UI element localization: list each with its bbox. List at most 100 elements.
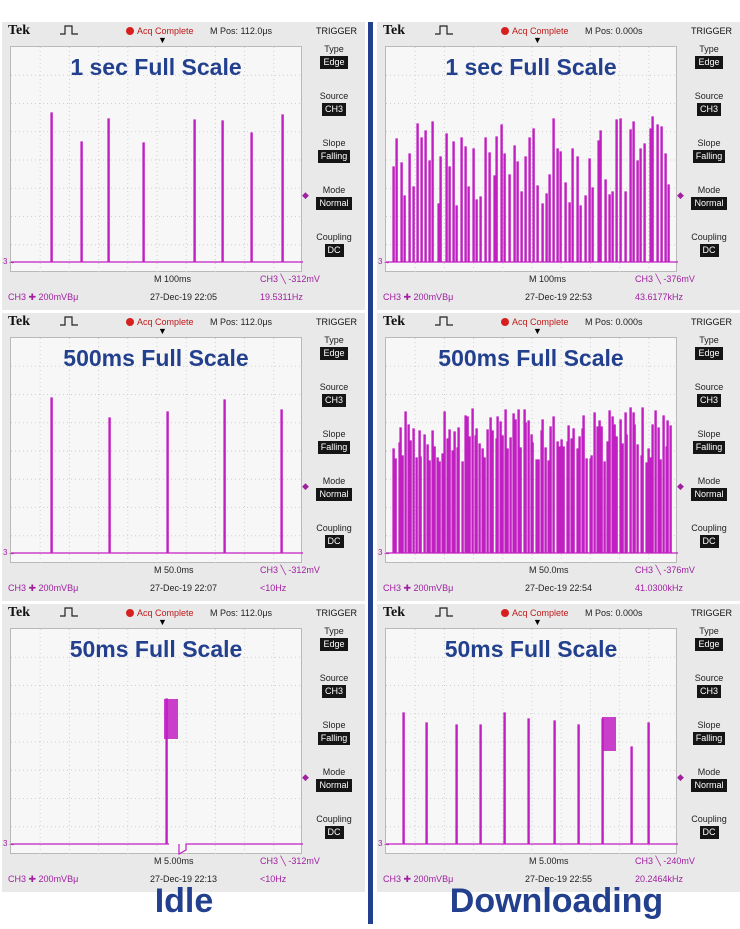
- trigger-menu-item-coupling[interactable]: Coupling DC: [683, 232, 735, 257]
- trigger-menu-item-type[interactable]: Type Edge: [308, 44, 360, 69]
- menu-item-value: Falling: [692, 150, 726, 163]
- trigger-menu-item-source[interactable]: Source CH3: [308, 673, 360, 698]
- channel-scale: CH3 ✚ 200mVΒμ: [383, 292, 454, 302]
- trigger-menu-item-coupling[interactable]: Coupling DC: [683, 814, 735, 839]
- timestamp: 27-Dec-19 22:55: [525, 874, 593, 884]
- trigger-level-icon: ◆: [302, 190, 309, 200]
- brand-logo: Tek: [383, 314, 406, 329]
- trigger-menu-item-mode[interactable]: Mode Normal: [308, 476, 360, 501]
- trigger-menu: Type Edge Source CH3 Slope Falling Mode Normal C…: [683, 626, 735, 858]
- brand-logo: Tek: [8, 314, 31, 329]
- menu-item-label: Source: [694, 382, 724, 392]
- trigger-menu-item-source[interactable]: Source CH3: [308, 382, 360, 407]
- menu-item-value: Falling: [317, 441, 351, 454]
- frequency-readout: <10Hz: [260, 583, 287, 593]
- menu-item-label: Mode: [697, 767, 721, 777]
- trigger-level-icon: ◆: [677, 772, 684, 782]
- trigger-menu-item-slope[interactable]: Slope Falling: [683, 429, 735, 454]
- m-pos: M Pos: 112.0μs: [210, 26, 273, 36]
- trigger-menu-item-slope[interactable]: Slope Falling: [308, 138, 360, 163]
- scope-top-bar: Tek Acq Complete M Pos: 112.0μs TRIGGER: [2, 604, 365, 622]
- trigger-title: TRIGGER: [315, 608, 357, 618]
- waveform-graticule: [10, 337, 303, 564]
- trigger-menu-item-type[interactable]: Type Edge: [308, 626, 360, 651]
- menu-item-label: Type: [699, 44, 719, 54]
- menu-item-label: Coupling: [691, 523, 727, 533]
- trigger-menu-item-source[interactable]: Source CH3: [683, 382, 735, 407]
- trigger-menu-item-mode[interactable]: Mode Normal: [683, 476, 735, 501]
- pulse-glyph-icon: [435, 316, 453, 326]
- menu-item-value: Falling: [692, 732, 726, 745]
- trigger-readout: CH3 ╲ -312mV: [260, 565, 320, 575]
- menu-item-value: CH3: [321, 685, 346, 698]
- trigger-menu-item-mode[interactable]: Mode Normal: [308, 185, 360, 210]
- channel-scale: CH3 ✚ 200mVΒμ: [383, 583, 454, 593]
- menu-item-label: Coupling: [316, 523, 352, 533]
- trigger-menu-item-source[interactable]: Source CH3: [683, 91, 735, 116]
- menu-item-label: Mode: [697, 185, 721, 195]
- pulse-glyph-icon: [435, 607, 453, 617]
- menu-item-label: Slope: [322, 138, 346, 148]
- waveform-trace: [386, 712, 678, 845]
- trigger-menu-item-type[interactable]: Type Edge: [683, 44, 735, 69]
- menu-item-value: Falling: [317, 732, 351, 745]
- trigger-position-icon: ▼: [533, 617, 542, 627]
- menu-item-label: Source: [319, 91, 349, 101]
- scope-panel-idle-1s: Tek Acq Complete M Pos: 112.0μs TRIGGER ▼ 1 s…: [2, 22, 365, 310]
- acq-status-dot-icon: [126, 318, 134, 326]
- menu-item-value: DC: [699, 826, 719, 839]
- waveform-trace: [11, 698, 303, 855]
- brand-logo: Tek: [8, 605, 31, 620]
- trigger-menu-item-slope[interactable]: Slope Falling: [308, 720, 360, 745]
- acq-status-dot-icon: [501, 318, 509, 326]
- menu-item-label: Type: [324, 335, 344, 345]
- scope-panel-dl-50ms: Tek Acq Complete M Pos: 0.000s TRIGGER ▼ 50ms…: [377, 604, 740, 892]
- trigger-menu-item-coupling[interactable]: Coupling DC: [308, 523, 360, 548]
- trigger-menu-item-slope[interactable]: Slope Falling: [683, 138, 735, 163]
- idle-label: Idle: [154, 882, 214, 920]
- trigger-menu-item-source[interactable]: Source CH3: [308, 91, 360, 116]
- acq-status: Acq Complete: [137, 26, 194, 36]
- acq-status-dot-icon: [501, 609, 509, 617]
- trigger-menu-item-source[interactable]: Source CH3: [683, 673, 735, 698]
- frequency-readout: 43.6177kHz: [635, 292, 684, 302]
- ground-marker: 3→: [3, 257, 16, 266]
- menu-item-value: Edge: [695, 56, 723, 69]
- m-pos: M Pos: 112.0μs: [210, 317, 273, 327]
- trigger-menu-item-type[interactable]: Type Edge: [308, 335, 360, 360]
- menu-item-label: Slope: [697, 429, 721, 439]
- trigger-title: TRIGGER: [690, 608, 732, 618]
- trigger-menu-item-slope[interactable]: Slope Falling: [308, 429, 360, 454]
- pulse-glyph-icon: [435, 25, 453, 35]
- trigger-menu-item-slope[interactable]: Slope Falling: [683, 720, 735, 745]
- waveform-trace: [11, 112, 303, 263]
- frequency-readout: <10Hz: [260, 874, 287, 884]
- brand-logo: Tek: [383, 605, 406, 620]
- scope-panel-dl-500ms: Tek Acq Complete M Pos: 0.000s TRIGGER ▼ 500m…: [377, 313, 740, 601]
- trigger-menu-item-coupling[interactable]: Coupling DC: [308, 814, 360, 839]
- trigger-position-icon: ▼: [158, 326, 167, 336]
- trigger-level-icon: ◆: [302, 481, 309, 491]
- menu-item-value: DC: [324, 535, 344, 548]
- trigger-menu-item-coupling[interactable]: Coupling DC: [308, 232, 360, 257]
- trigger-menu-item-type[interactable]: Type Edge: [683, 626, 735, 651]
- trigger-position-icon: ▼: [158, 35, 167, 45]
- scale-title: 50ms Full Scale: [69, 636, 243, 662]
- trigger-menu-item-mode[interactable]: Mode Normal: [308, 767, 360, 792]
- menu-item-label: Mode: [697, 476, 721, 486]
- burst-block: [602, 717, 616, 751]
- trigger-readout: CH3 ╲ -312mV: [260, 274, 320, 284]
- waveform-graticule: [385, 628, 678, 855]
- trigger-menu-item-coupling[interactable]: Coupling DC: [683, 523, 735, 548]
- timebase: M 50.0ms: [529, 565, 569, 575]
- trigger-menu-item-type[interactable]: Type Edge: [683, 335, 735, 360]
- trigger-menu-item-mode[interactable]: Mode Normal: [683, 185, 735, 210]
- menu-item-value: Normal: [691, 779, 727, 792]
- trigger-menu-item-mode[interactable]: Mode Normal: [683, 767, 735, 792]
- downloading-label: Downloading: [449, 882, 664, 920]
- waveform-graticule: [10, 628, 303, 855]
- timestamp: 27-Dec-19 22:05: [150, 292, 218, 302]
- trigger-menu: Type Edge Source CH3 Slope Falling Mode Normal C…: [308, 44, 360, 276]
- acq-status: Acq Complete: [137, 317, 194, 327]
- waveform-trace: [386, 407, 678, 554]
